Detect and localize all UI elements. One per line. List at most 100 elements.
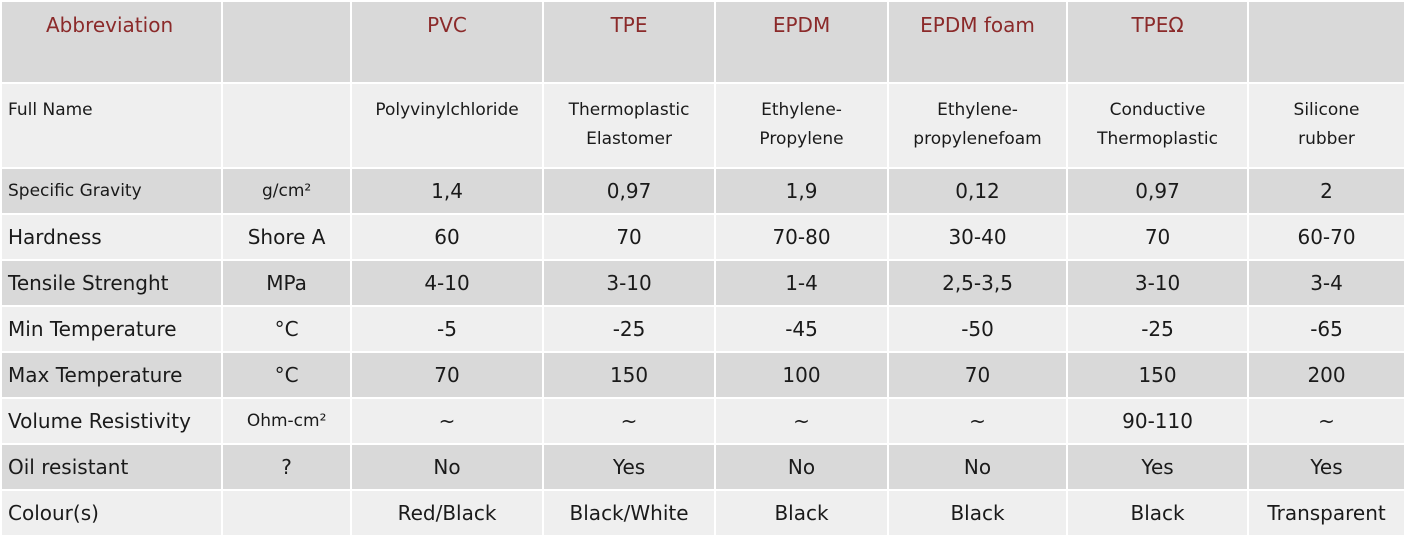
row-unit [221, 489, 352, 537]
table-cell: 0,97 [1066, 167, 1250, 215]
full-name-cell: Polyvinylchloride [349, 82, 545, 169]
table-cell: 60 [349, 213, 545, 261]
table-cell: 1,9 [714, 167, 890, 215]
header-unit-cell [221, 0, 352, 84]
table-cell: Yes [1247, 443, 1406, 491]
full-name-line-2: Propylene [759, 129, 844, 149]
table-cell: No [349, 443, 545, 491]
row-unit: Ohm-cm² [221, 397, 352, 445]
row-label: Full Name [0, 82, 224, 169]
table-cell: Yes [542, 443, 717, 491]
table-cell: Red/Black [349, 489, 545, 537]
row-unit: Shore A [221, 213, 352, 261]
table-row-oil-resistant: Oil resistant ? No Yes No No Yes Yes [0, 443, 1406, 491]
row-unit: °C [221, 305, 352, 353]
table-cell: ~ [714, 397, 890, 445]
table-row-hardness: Hardness Shore A 60 70 70-80 30-40 70 60… [0, 213, 1406, 261]
row-label: Volume Resistivity [0, 397, 224, 445]
table-cell: 1,4 [349, 167, 545, 215]
table-cell: 150 [542, 351, 717, 399]
full-name-line-2: propylenefoam [913, 129, 1042, 149]
table-row-volume-resistivity: Volume Resistivity Ohm-cm² ~ ~ ~ ~ 90-11… [0, 397, 1406, 445]
row-label: Min Temperature [0, 305, 224, 353]
table-cell: 70 [887, 351, 1069, 399]
table-cell: Yes [1066, 443, 1250, 491]
table-cell: Black [714, 489, 890, 537]
table-cell: -45 [714, 305, 890, 353]
table-cell: -25 [542, 305, 717, 353]
row-unit: MPa [221, 259, 352, 307]
table-cell: 70 [542, 213, 717, 261]
table-cell: 90-110 [1066, 397, 1250, 445]
header-material-tpe: TPE [542, 0, 717, 84]
table-row-tensile-strength: Tensile Strenght MPa 4-10 3-10 1-4 2,5-3… [0, 259, 1406, 307]
table-cell: -50 [887, 305, 1069, 353]
table-cell: 30-40 [887, 213, 1069, 261]
table-cell: ~ [542, 397, 717, 445]
header-material-epdm-foam: EPDM foam [887, 0, 1069, 84]
table-cell: ~ [349, 397, 545, 445]
row-unit [221, 82, 352, 169]
table-row-max-temperature: Max Temperature °C 70 150 100 70 150 200 [0, 351, 1406, 399]
table-cell: 100 [714, 351, 890, 399]
table-row-full-name: Full Name Polyvinylchloride Thermoplasti… [0, 82, 1406, 169]
table-cell: ~ [887, 397, 1069, 445]
header-material-tpe-omega: TPEΩ [1066, 0, 1250, 84]
row-unit: °C [221, 351, 352, 399]
table-row-min-temperature: Min Temperature °C -5 -25 -45 -50 -25 -6… [0, 305, 1406, 353]
table-cell: 150 [1066, 351, 1250, 399]
table-cell: 70-80 [714, 213, 890, 261]
table-cell: 70 [349, 351, 545, 399]
row-unit: g/cm² [221, 167, 352, 215]
table-cell: Black [1066, 489, 1250, 537]
header-material-pvc: PVC [349, 0, 545, 84]
full-name-cell: Silicone rubber [1247, 82, 1406, 169]
header-material-epdm: EPDM [714, 0, 890, 84]
table-row-colours: Colour(s) Red/Black Black/White Black Bl… [0, 489, 1406, 537]
table-cell: 3-10 [1066, 259, 1250, 307]
table-cell: No [714, 443, 890, 491]
table-cell: 70 [1066, 213, 1250, 261]
table-cell: -5 [349, 305, 545, 353]
full-name-line-2: Elastomer [586, 129, 672, 149]
table-cell: 1-4 [714, 259, 890, 307]
full-name-cell: Thermoplastic Elastomer [542, 82, 717, 169]
full-name-cell: Ethylene- Propylene [714, 82, 890, 169]
full-name-line-1: Thermoplastic [568, 100, 690, 120]
full-name-cell: Conductive Thermoplastic [1066, 82, 1250, 169]
row-label: Hardness [0, 213, 224, 261]
table-cell: 3-10 [542, 259, 717, 307]
full-name-line-1: Conductive [1109, 100, 1206, 120]
table-cell: No [887, 443, 1069, 491]
header-label-cell: Abbreviation [0, 0, 224, 84]
full-name-line-2: rubber [1298, 129, 1355, 149]
table-cell: 200 [1247, 351, 1406, 399]
table-cell: 2 [1247, 167, 1406, 215]
full-name-cell: Ethylene-propylenefoam [887, 82, 1069, 169]
table-cell: 3-4 [1247, 259, 1406, 307]
table-cell: ~ [1247, 397, 1406, 445]
full-name-line-2: Thermoplastic [1097, 129, 1218, 149]
full-name-line-1: Polyvinylchloride [375, 100, 519, 120]
table-cell: 0,12 [887, 167, 1069, 215]
row-label: Specific Gravity [0, 167, 224, 215]
header-row: Abbreviation PVC TPE EPDM EPDM foam TPEΩ [0, 0, 1406, 84]
full-name-line-1: Ethylene- [761, 100, 842, 120]
full-name-line-1: Silicone [1293, 100, 1360, 120]
full-name-line-1: Ethylene- [937, 100, 1018, 120]
row-label: Max Temperature [0, 351, 224, 399]
table-cell: -25 [1066, 305, 1250, 353]
table-cell: -65 [1247, 305, 1406, 353]
table-cell: Black [887, 489, 1069, 537]
header-material-silicone [1247, 0, 1406, 84]
table-row-specific-gravity: Specific Gravity g/cm² 1,4 0,97 1,9 0,12… [0, 167, 1406, 215]
row-label: Oil resistant [0, 443, 224, 491]
row-unit: ? [221, 443, 352, 491]
row-label: Tensile Strenght [0, 259, 224, 307]
table-cell: 60-70 [1247, 213, 1406, 261]
table-cell: Transparent [1247, 489, 1406, 537]
row-label: Colour(s) [0, 489, 224, 537]
table-cell: 2,5-3,5 [887, 259, 1069, 307]
table-cell: 0,97 [542, 167, 717, 215]
